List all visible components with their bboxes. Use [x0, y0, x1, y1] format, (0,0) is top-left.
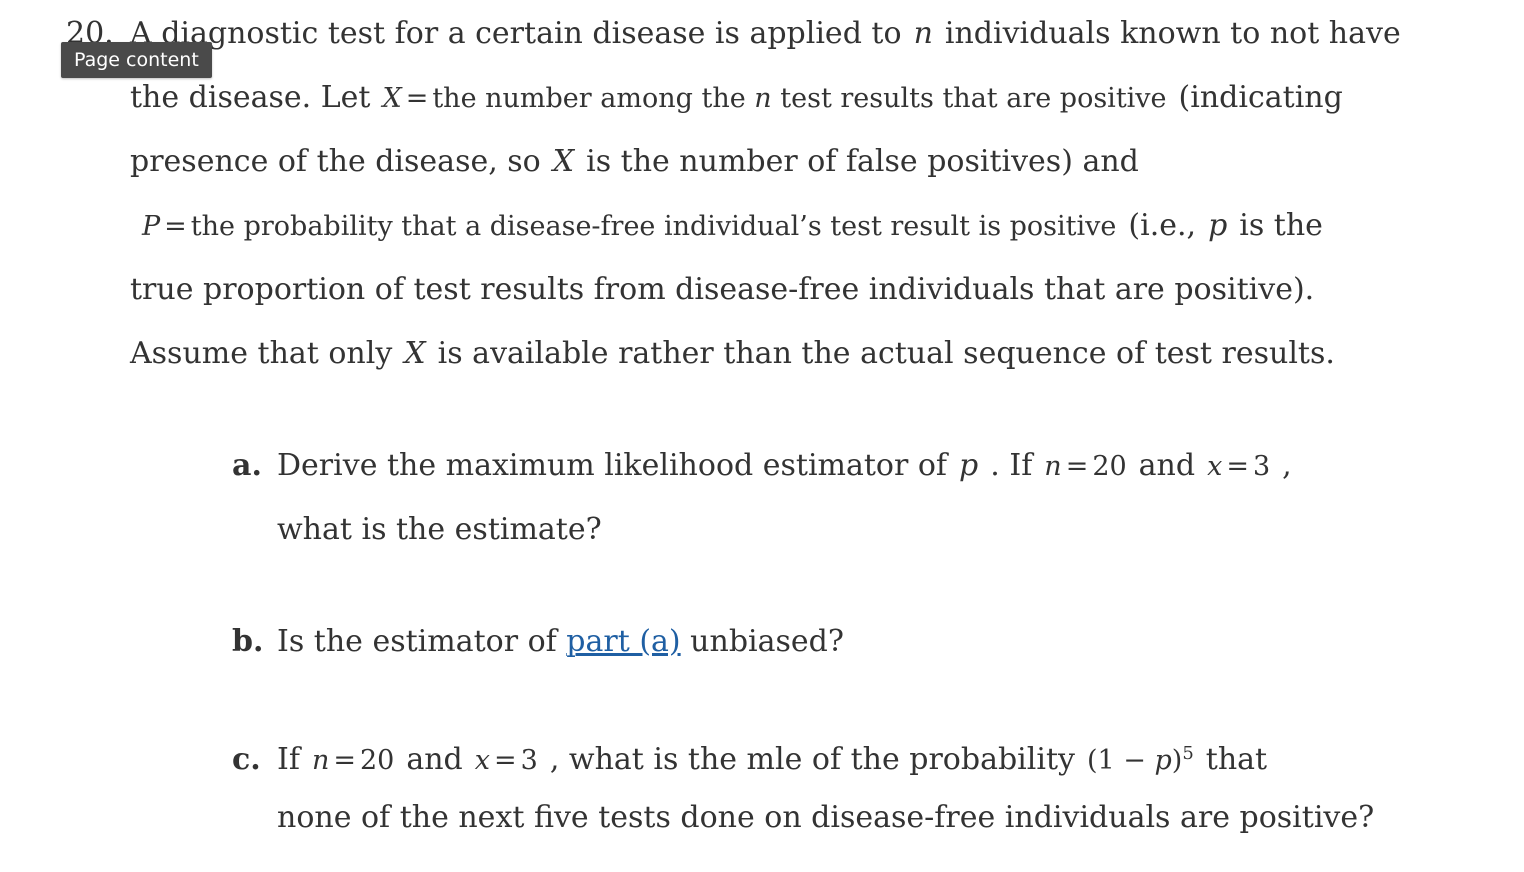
math-p: p — [1154, 745, 1172, 776]
math-p: p — [959, 448, 979, 483]
text: and — [406, 742, 463, 777]
part-c-line-2: none of the next five tests done on dise… — [277, 800, 1375, 835]
text: is available rather than the actual sequ… — [437, 336, 1335, 371]
part-b: b. Is the estimator of part (a) unbiased? — [232, 622, 844, 662]
math-n-equals: n = 20 — [311, 745, 395, 776]
math-definition-p: P = the probability that a disease-free in… — [142, 211, 1117, 242]
x-value: 3 — [1252, 451, 1271, 482]
question-line-4: P = the probability that a disease-free in… — [130, 206, 1323, 247]
math-x: X — [382, 83, 402, 114]
math-x: X — [404, 336, 426, 371]
text: presence of the disease, so — [130, 144, 541, 179]
math-expression: (1 − p)5 — [1086, 743, 1194, 776]
text: the probability that a disease-free indi… — [190, 211, 1117, 242]
exponent: 5 — [1182, 743, 1194, 764]
page-content-tooltip: Page content — [61, 42, 212, 78]
part-a: a. Derive the maximum likelihood estimato… — [232, 446, 1292, 487]
x-value: 3 — [520, 745, 538, 776]
text: is the number of false positives) and — [586, 144, 1139, 179]
n-value: 20 — [359, 745, 395, 776]
text: the disease. Let — [130, 80, 371, 115]
text: If — [277, 742, 300, 777]
text: test results that are positive — [780, 83, 1167, 114]
math-n: n — [1044, 451, 1062, 482]
text: Derive the maximum likelihood estimator … — [277, 448, 948, 483]
text: and — [1138, 448, 1196, 483]
math-x: x — [474, 745, 490, 776]
math-n: n — [913, 16, 933, 51]
text: . If — [990, 448, 1033, 483]
part-c-label: c. — [232, 742, 261, 777]
math-n: n — [311, 745, 330, 776]
math-x: x — [1207, 451, 1223, 482]
math-n: n — [754, 83, 772, 114]
part-a-line-2: what is the estimate? — [277, 512, 602, 547]
text: (i.e., — [1128, 208, 1197, 243]
math-p: p — [1208, 208, 1228, 243]
text: , what is the mle of the probability — [549, 742, 1075, 777]
math-p: P — [142, 211, 161, 242]
question-line-5: true proportion of test results from dis… — [130, 272, 1315, 307]
text: individuals known to not have — [944, 16, 1401, 51]
math-x-equals: x = 3 — [1207, 451, 1271, 482]
part-a-link[interactable]: part (a) — [566, 624, 681, 659]
text: the number among the — [432, 83, 746, 114]
part-b-label: b. — [232, 624, 264, 659]
text: (1 − — [1086, 745, 1146, 776]
text: Is the estimator of — [277, 624, 557, 659]
part-c: c. If n = 20 and x = 3 , what is the mle of the p… — [232, 734, 1267, 781]
text: unbiased? — [690, 624, 844, 659]
question-line-1: A diagnostic test for a certain disease … — [130, 14, 1401, 54]
text: is the — [1239, 208, 1323, 243]
text: A diagnostic test for a certain disease … — [130, 16, 902, 51]
math-x: X — [552, 144, 575, 179]
math-x-equals: x = 3 — [474, 745, 538, 776]
part-a-label: a. — [232, 448, 262, 483]
text: that — [1205, 742, 1268, 777]
text: ) — [1171, 745, 1183, 776]
math-n-equals: n = 20 — [1044, 451, 1127, 482]
n-value: 20 — [1092, 451, 1127, 482]
text: , — [1282, 448, 1292, 483]
question-line-2: the disease. Let X = the number among the n… — [130, 78, 1343, 119]
math-definition-x: X = the number among the n test results th… — [382, 83, 1167, 114]
text: (indicating — [1178, 80, 1343, 115]
text: Assume that only — [130, 336, 393, 371]
